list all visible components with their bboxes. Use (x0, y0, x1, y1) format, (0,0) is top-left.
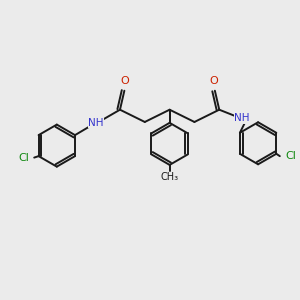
Text: NH: NH (88, 118, 104, 128)
Text: O: O (121, 76, 129, 86)
Text: CH₃: CH₃ (160, 172, 179, 182)
Text: Cl: Cl (18, 153, 29, 163)
Text: NH: NH (234, 113, 250, 124)
Text: O: O (209, 76, 218, 86)
Text: Cl: Cl (285, 151, 296, 161)
